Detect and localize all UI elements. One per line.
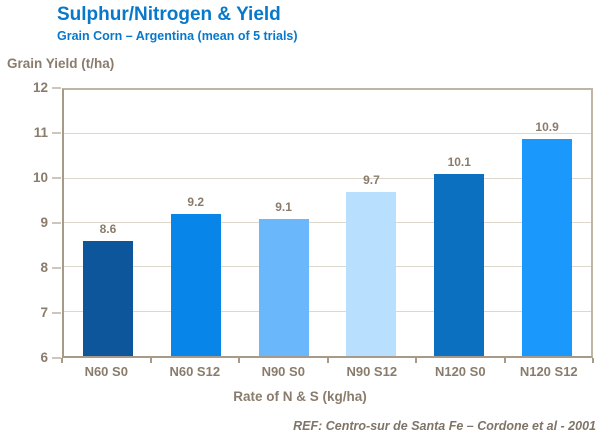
gridline [64, 177, 591, 179]
y-tick-label: 9 [40, 215, 48, 230]
y-tick-label: 11 [33, 125, 48, 140]
y-tick-label: 10 [32, 170, 48, 185]
x-tick-label: N60 S12 [169, 364, 221, 379]
y-tick-label: 6 [40, 350, 48, 365]
bar-n120-s12 [522, 138, 573, 356]
bar-value-label: 9.7 [363, 172, 380, 187]
gridline [64, 310, 591, 312]
x-tick [326, 358, 329, 363]
bar-value-label: 8.6 [99, 221, 117, 236]
x-tick [415, 358, 417, 363]
chart-subtitle: Grain Corn – Argentina (mean of 5 trials… [57, 29, 298, 43]
y-tick-label: 7 [40, 305, 48, 320]
reference-text: REF: Centro-sur de Santa Fe – Cordone et… [293, 419, 596, 433]
x-tick-label: N120 S12 [519, 364, 578, 379]
plot-area: 8.6 9.2 9.1 9.7 10.1 10.9 [62, 88, 593, 358]
x-tick [61, 358, 63, 363]
y-tick [52, 222, 61, 224]
bar-n120-s0 [434, 174, 485, 356]
y-tick [52, 132, 61, 134]
y-tick [52, 87, 61, 89]
x-tick [503, 358, 506, 363]
y-tick [52, 357, 61, 359]
x-tick-label: N90 S12 [346, 364, 398, 379]
x-tick [592, 358, 594, 363]
bar-value-label: 9.1 [275, 199, 292, 214]
x-tick-label: N60 S0 [84, 364, 128, 379]
gridline [64, 222, 591, 223]
gridline [64, 266, 591, 268]
x-tick-label: N120 S0 [434, 364, 486, 379]
bar-value-label: 9.2 [187, 195, 205, 210]
y-tick [52, 267, 61, 269]
chart-title: Sulphur/Nitrogen & Yield [57, 4, 281, 25]
bar-value-label: 10.9 [535, 119, 559, 134]
bar-n90-s12 [346, 191, 397, 356]
bar-value-label: 10.1 [447, 155, 471, 170]
y-tick-label: 12 [32, 80, 48, 95]
gridline [64, 133, 591, 135]
bar-n60-s12 [170, 214, 221, 356]
y-axis-title: Grain Yield (t/ha) [7, 56, 115, 71]
bar-n60-s0 [82, 240, 133, 356]
bar-n90-s0 [258, 218, 309, 356]
x-tick [238, 358, 240, 363]
x-tick [149, 358, 152, 363]
y-tick-label: 8 [40, 260, 48, 275]
x-axis-title: Rate of N & S (kg/ha) [233, 389, 367, 404]
x-tick-label: N90 S0 [261, 364, 305, 379]
y-tick [52, 177, 61, 179]
y-tick [52, 312, 61, 314]
